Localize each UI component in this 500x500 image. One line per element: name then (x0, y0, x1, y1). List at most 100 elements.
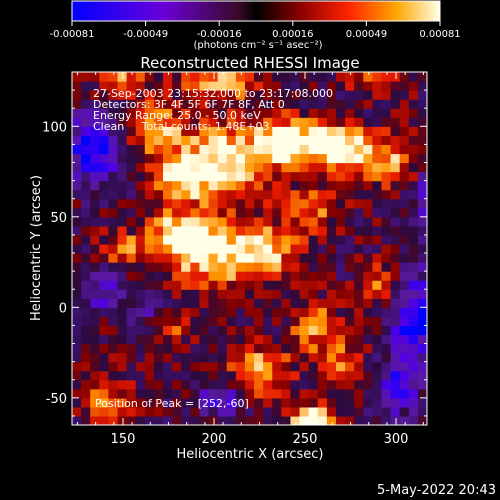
heatmap-cell (163, 108, 173, 118)
heatmap-cell (363, 334, 373, 345)
heatmap-cell (272, 271, 282, 281)
heatmap-cell (299, 234, 310, 245)
heatmap-cell (263, 388, 273, 399)
heatmap-cell (354, 225, 364, 236)
heatmap-cell (363, 216, 373, 227)
heatmap-cell (308, 316, 319, 327)
heatmap-cell (72, 216, 82, 227)
heatmap-cell (354, 334, 364, 345)
heatmap-cell (81, 108, 91, 118)
heatmap-cell (408, 207, 419, 218)
heatmap-cell (290, 307, 301, 317)
heatmap-cell (235, 352, 246, 363)
heatmap-cell (372, 280, 383, 290)
heatmap-cell (181, 370, 191, 381)
heatmap-cell (153, 397, 164, 408)
heatmap-cell (244, 144, 255, 155)
heatmap-cell (172, 90, 182, 100)
heatmap-cell (244, 171, 255, 182)
heatmap-cell (254, 198, 264, 209)
heatmap-cell (126, 99, 137, 109)
heatmap-cell (308, 243, 319, 254)
heatmap-cell (244, 343, 255, 354)
heatmap-cell (144, 325, 155, 336)
heatmap-cell (235, 117, 246, 127)
heatmap-cell (217, 144, 228, 155)
heatmap-cell (208, 135, 219, 146)
heatmap-cell (72, 415, 82, 425)
heatmap-cell (163, 406, 173, 417)
heatmap-cell (117, 180, 128, 191)
heatmap-cell (208, 307, 219, 317)
heatmap-cell (208, 234, 219, 245)
heatmap-cell (308, 406, 319, 417)
heatmap-cell (90, 180, 100, 191)
heatmap-cell (117, 198, 128, 209)
heatmap-cell (272, 135, 282, 146)
heatmap-cell (254, 90, 264, 100)
heatmap-cell (108, 253, 119, 263)
heatmap-cell (345, 361, 355, 372)
heatmap-cell (108, 325, 119, 336)
heatmap-cell (335, 171, 346, 182)
heatmap-cell (345, 90, 355, 100)
heatmap-cell (354, 271, 364, 281)
heatmap-cell (117, 352, 128, 363)
heatmap-cell (135, 397, 146, 408)
heatmap-cell (153, 99, 164, 109)
heatmap-image (72, 72, 427, 425)
heatmap-cell (417, 379, 427, 390)
heatmap-cell (135, 388, 146, 399)
heatmap-cell (181, 99, 191, 109)
heatmap-cell (254, 108, 264, 118)
heatmap-cell (345, 225, 355, 236)
heatmap-cell (363, 352, 373, 363)
heatmap-cell (208, 289, 219, 299)
heatmap-cell (72, 370, 82, 381)
heatmap-cell (308, 271, 319, 281)
heatmap-cell (90, 289, 100, 299)
heatmap-cell (99, 397, 110, 408)
heatmap-cell (208, 243, 219, 254)
heatmap-cell (317, 352, 328, 363)
heatmap-cell (181, 253, 191, 263)
heatmap-cell (181, 72, 191, 82)
heatmap-cell (81, 126, 91, 136)
heatmap-cell (217, 271, 228, 281)
heatmap-cell (226, 81, 237, 91)
heatmap-cell (181, 90, 191, 100)
heatmap-cell (99, 189, 110, 200)
heatmap-cell (235, 216, 246, 227)
heatmap-cell (117, 225, 128, 236)
heatmap-cell (108, 280, 119, 290)
heatmap-cell (317, 316, 328, 327)
heatmap-cell (345, 280, 355, 290)
heatmap-cell (254, 216, 264, 227)
heatmap-cell (272, 325, 282, 336)
heatmap-cell (135, 126, 146, 136)
heatmap-cell (153, 189, 164, 200)
heatmap-cell (163, 334, 173, 345)
heatmap-cell (399, 90, 410, 100)
heatmap-cell (199, 334, 210, 345)
heatmap-cell (172, 135, 182, 146)
heatmap-cell (117, 108, 128, 118)
heatmap-cell (235, 262, 246, 272)
heatmap-cell (372, 153, 383, 164)
heatmap-cell (135, 180, 146, 191)
heatmap-cell (190, 352, 201, 363)
heatmap-cell (172, 370, 182, 381)
heatmap-cell (135, 370, 146, 381)
heatmap-cell (226, 406, 237, 417)
heatmap-cell (108, 343, 119, 354)
heatmap-cell (281, 334, 292, 345)
heatmap-cell (190, 370, 201, 381)
heatmap-cell (272, 153, 282, 164)
heatmap-cell (235, 198, 246, 209)
heatmap-cell (190, 117, 201, 127)
heatmap-cell (153, 135, 164, 146)
heatmap-cell (163, 135, 173, 146)
heatmap-cell (281, 162, 292, 173)
heatmap-cell (317, 289, 328, 299)
heatmap-cell (363, 397, 373, 408)
